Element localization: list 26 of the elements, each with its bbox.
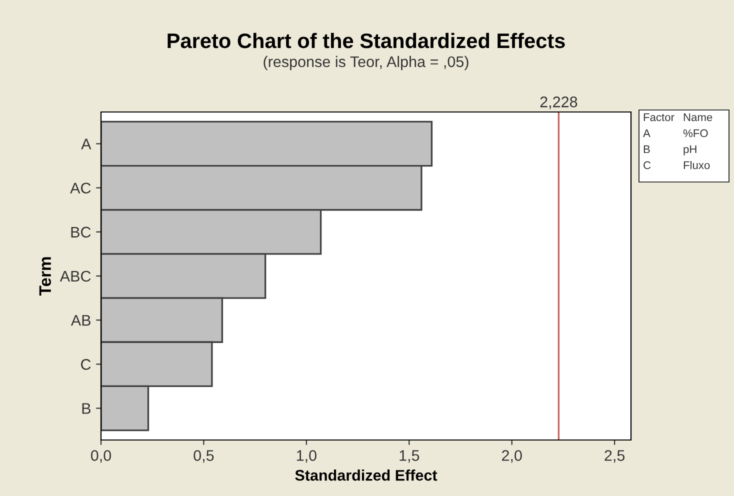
chart-title: Pareto Chart of the Standardized Effects bbox=[168, 32, 565, 48]
y-tick-label: AC bbox=[70, 182, 91, 194]
text: A bbox=[643, 129, 650, 138]
y-tick-label: AB bbox=[70, 315, 90, 326]
text: Name bbox=[684, 113, 712, 122]
text: %FO bbox=[683, 129, 708, 138]
y-axis-title: Term bbox=[39, 257, 52, 296]
x-tick-label: 2,0 bbox=[502, 450, 522, 463]
y-tick-label: BC bbox=[71, 226, 91, 238]
y-tick-label: A bbox=[81, 138, 92, 150]
text: C bbox=[644, 161, 651, 170]
x-tick-label: 1,5 bbox=[400, 450, 420, 463]
x-tick-label: 0,5 bbox=[194, 450, 214, 463]
text: pH bbox=[684, 145, 696, 156]
text: Factor bbox=[644, 113, 674, 122]
x-tick-label: 2,5 bbox=[604, 450, 625, 463]
x-tick-label: 1,0 bbox=[296, 450, 316, 463]
y-tick-label: ABC bbox=[60, 270, 91, 282]
x-axis-title: Standardized Effect bbox=[295, 470, 438, 481]
y-tick-label: B bbox=[82, 403, 90, 414]
chart-subtitle: (response is Teor, Alpha = ,05) bbox=[264, 56, 468, 70]
text: Fluxo bbox=[684, 161, 710, 170]
text: B bbox=[644, 145, 650, 154]
ref-line-label: 2,228 bbox=[540, 96, 578, 110]
x-tick-label: 0,0 bbox=[90, 450, 112, 463]
y-tick-label: C bbox=[81, 359, 91, 370]
